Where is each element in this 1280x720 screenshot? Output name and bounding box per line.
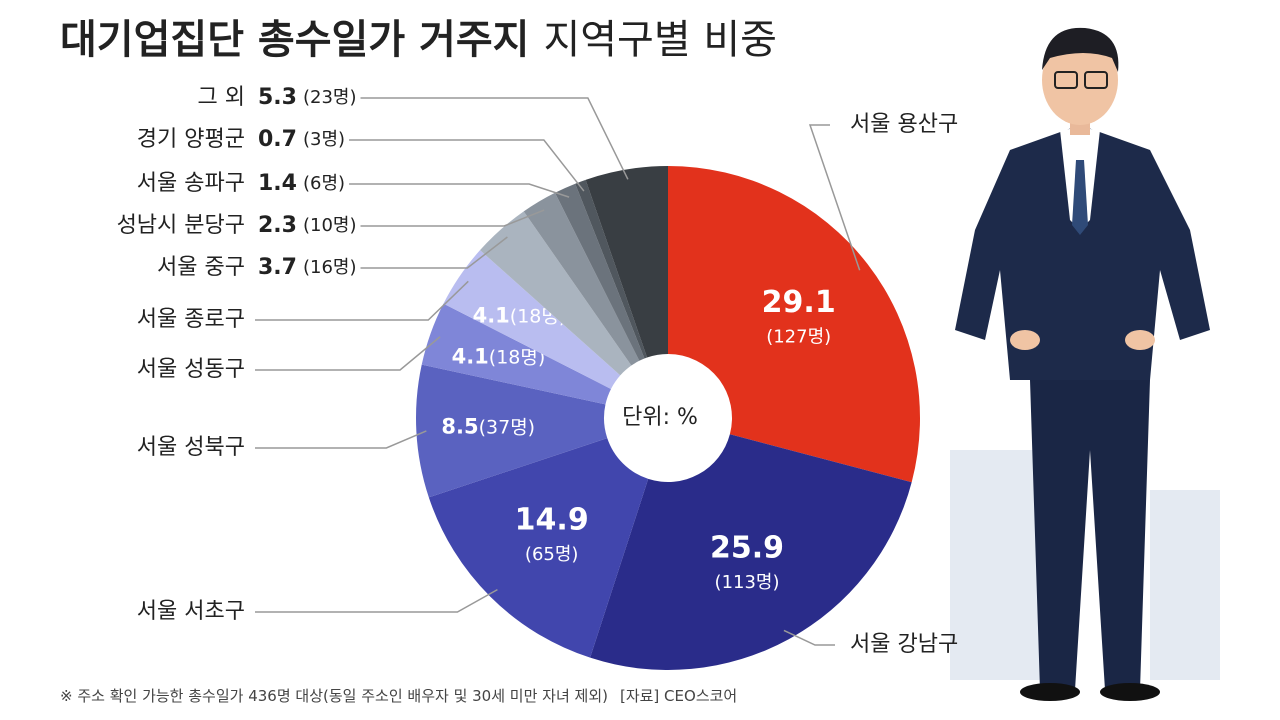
slice-count-label: (113명): [715, 572, 780, 593]
slice-label: 8.5(37명): [441, 415, 535, 439]
footnote: ※ 주소 확인 가능한 총수일가 436명 대상(동일 주소인 배우자 및 30…: [60, 687, 737, 705]
leader-line: [255, 430, 427, 449]
slice-label: 4.1(18명): [452, 345, 546, 369]
slice-value-label: 14.9: [515, 503, 589, 538]
category-label: 서울 서초구: [137, 599, 245, 624]
category-label: 서울 성북구: [137, 435, 245, 460]
slice-value-label: 0.7: [258, 127, 297, 152]
slice-value-label: 5.3: [258, 85, 297, 110]
donut-slice: [443, 250, 621, 389]
donut-slice: [555, 183, 645, 361]
note: ※ 주소 확인 가능한 총수일가 436명 대상(동일 주소인 배우자 및 30…: [60, 687, 608, 705]
outside-value-label: 3.7 (16명): [258, 255, 357, 280]
category-label: 서울 종로구: [137, 307, 245, 332]
slice-count-label: (3명): [303, 129, 345, 150]
slice-value-label: 3.7: [258, 255, 297, 280]
outside-value-label: 0.7 (3명): [258, 127, 345, 152]
slice-value-label: 25.9: [710, 530, 784, 565]
slice-count-label: (23명): [303, 87, 357, 108]
category-label: 서울 강남구: [850, 632, 958, 657]
category-label: 서울 용산구: [850, 112, 958, 137]
center-label: 단위: %: [622, 405, 698, 430]
slice-count-label: (37명): [479, 416, 535, 438]
title-main: 대기업집단 총수일가 거주지: [60, 17, 529, 63]
slice-value-label: 4.1: [473, 303, 510, 327]
slice-count-label: (6명): [303, 173, 345, 194]
slice-count-label: (18명): [489, 346, 545, 368]
slice-value-label: 2.3: [258, 213, 297, 238]
slice-count-label: (16명): [303, 257, 357, 278]
outside-value-label: 1.4 (6명): [258, 171, 345, 196]
slice-value-label: 4.1: [452, 345, 489, 369]
person-illustration: [955, 27, 1210, 701]
source: [자료] CEO스코어: [620, 687, 737, 705]
donut-slice: [416, 364, 608, 498]
slice-value-label: 8.5: [441, 415, 478, 439]
leader-line: [783, 629, 835, 646]
leader-line: [360, 97, 629, 180]
leader-line: [255, 336, 441, 371]
leader-line: [255, 589, 498, 613]
leader-line: [349, 139, 585, 192]
category-label: 서울 성동구: [137, 357, 245, 382]
outside-value-label: 5.3 (23명): [258, 85, 357, 110]
chart-title: 대기업집단 총수일가 거주지 지역구별 비중: [60, 17, 777, 63]
leader-line: [360, 236, 508, 269]
donut-slice: [421, 303, 611, 405]
leader-line: [349, 183, 570, 198]
slice-count-label: (127명): [766, 326, 831, 347]
category-label: 서울 중구: [157, 255, 245, 280]
donut-slice: [575, 179, 648, 359]
category-label: 경기 양평군: [137, 127, 245, 152]
donut-slice: [590, 434, 912, 670]
donut-slice: [668, 166, 921, 483]
leader-line: [808, 124, 861, 271]
slice-count-label: (65명): [525, 544, 579, 565]
outside-value-label: 2.3 (10명): [258, 213, 357, 238]
donut-slice: [480, 211, 632, 376]
category-label: 서울 송파구: [137, 171, 245, 196]
slice-value-label: 29.1: [762, 285, 836, 320]
slice-value-label: 1.4: [258, 171, 297, 196]
donut-slice: [585, 166, 668, 358]
leader-line: [360, 209, 545, 227]
category-label: 성남시 분당구: [117, 213, 245, 238]
title-sub: 지역구별 비중: [543, 17, 777, 63]
category-label: 그 외: [198, 85, 245, 110]
donut-slice: [523, 192, 640, 366]
donut-slice: [428, 438, 649, 658]
leader-line: [255, 280, 469, 321]
slice-count-label: (10명): [303, 215, 357, 236]
